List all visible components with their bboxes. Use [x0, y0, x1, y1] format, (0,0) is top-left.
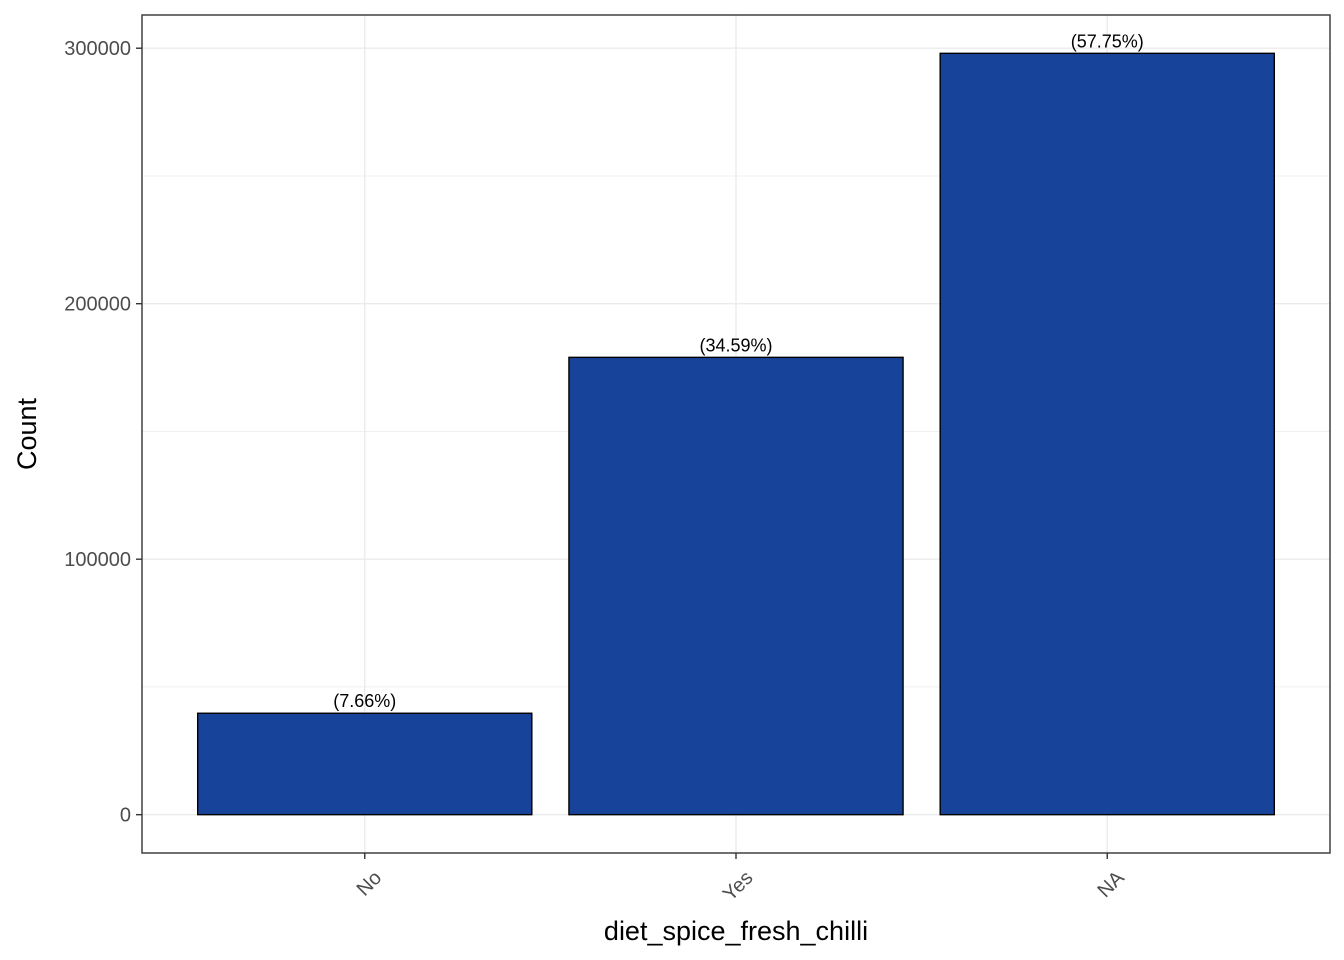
y-tick-label: 200000 [64, 294, 131, 316]
y-axis-title: Count [12, 397, 42, 470]
y-tick-label: 0 [120, 805, 131, 827]
data-label-no: (7.66%) [333, 691, 396, 711]
bar-na [939, 52, 1276, 816]
y-axis: 0 100000 200000 300000 [64, 38, 142, 827]
bar-no [196, 712, 533, 816]
y-tick-label: 300000 [64, 38, 131, 60]
data-label-na: (57.75%) [1071, 31, 1144, 51]
data-label-yes: (34.59%) [699, 335, 772, 355]
x-axis-title: diet_spice_fresh_chilli [604, 916, 868, 946]
y-tick-label: 100000 [64, 549, 131, 571]
bars [196, 52, 1276, 816]
bar-yes [568, 356, 904, 816]
data-labels: (7.66%) (34.59%) (57.75%) [333, 31, 1144, 711]
